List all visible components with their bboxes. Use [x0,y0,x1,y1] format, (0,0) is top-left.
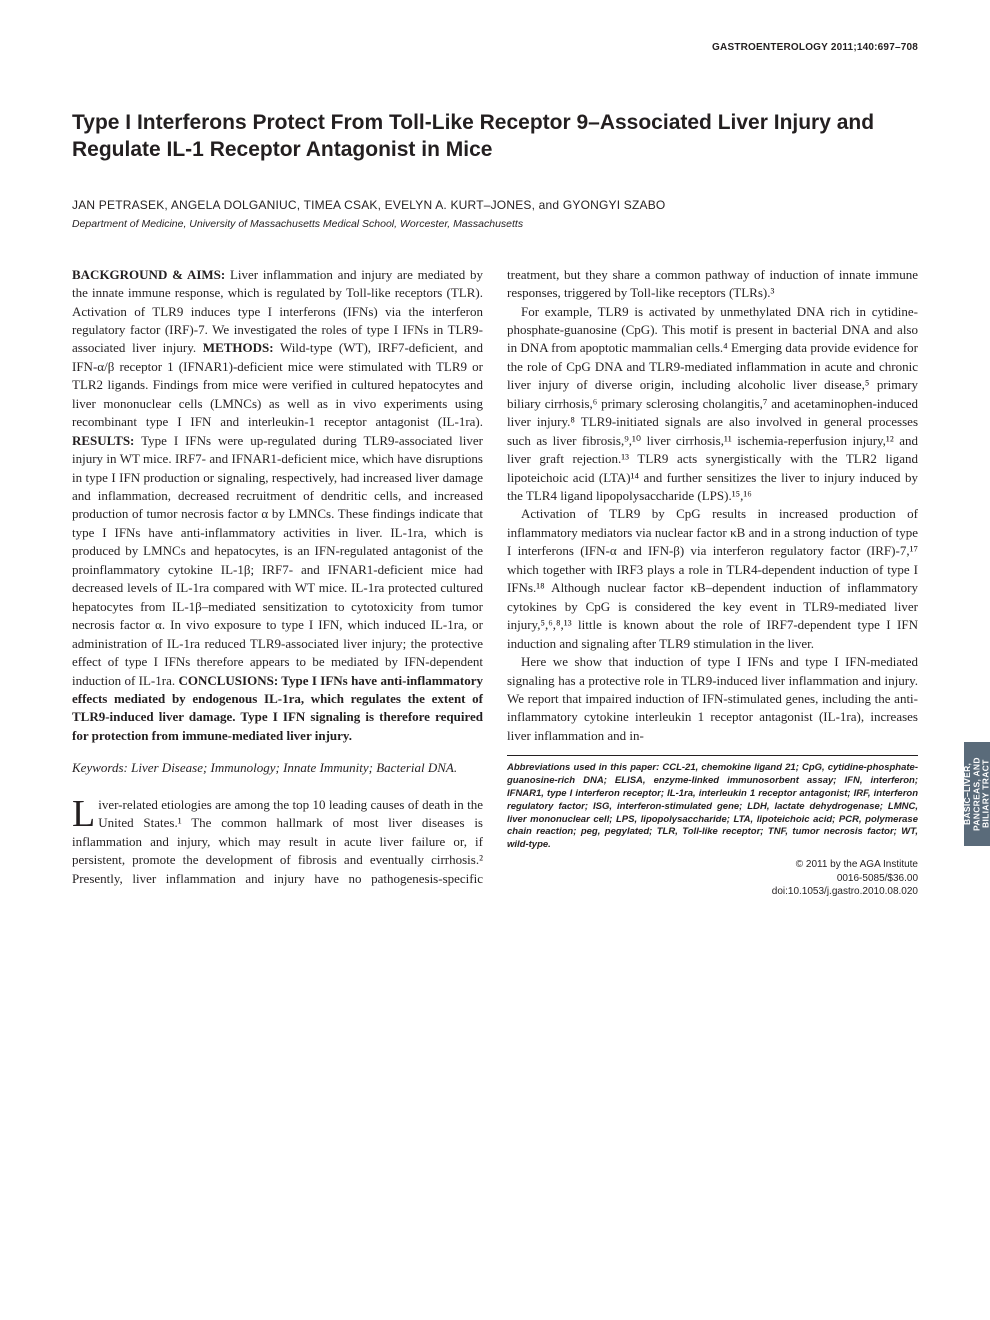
abstract-results-text: Type I IFNs were up-regulated during TLR… [72,433,483,688]
body-paragraph-2: For example, TLR9 is activated by unmeth… [507,303,918,506]
keywords: Keywords: Liver Disease; Immunology; Inn… [72,759,483,777]
article-title: Type I Interferons Protect From Toll-Lik… [72,109,918,164]
abstract-methods-label: METHODS: [203,340,274,355]
abbrev-label: Abbreviations used in this paper: [507,762,659,773]
footnote-rule [507,755,918,756]
copyright-line-2: 0016-5085/$36.00 [507,872,918,886]
two-column-body: BACKGROUND & AIMS: Liver inflammation an… [72,266,918,899]
section-side-tab: BASIC–LIVER, PANCREAS, AND BILIARY TRACT [964,742,990,846]
dropcap-letter: L [72,796,98,830]
body-paragraph-3: Activation of TLR9 by CpG results in inc… [507,505,918,653]
copyright-line-1: © 2011 by the AGA Institute [507,858,918,872]
author-affiliation: Department of Medicine, University of Ma… [72,218,918,230]
abstract-results-label: RESULTS: [72,433,134,448]
copyright-line-3: doi:10.1053/j.gastro.2010.08.020 [507,885,918,899]
abstract: BACKGROUND & AIMS: Liver inflammation an… [72,266,483,746]
keywords-label: Keywords: [72,760,128,775]
abstract-concl-label: CONCLUSIONS: [178,673,278,688]
author-list: JAN PETRASEK, ANGELA DOLGANIUC, TIMEA CS… [72,198,918,212]
body-paragraph-4: Here we show that induction of type I IF… [507,653,918,745]
running-header: GASTROENTEROLOGY 2011;140:697–708 [72,42,918,53]
abbreviations-box: Abbreviations used in this paper: CCL-21… [507,762,918,852]
abstract-bg-label: BACKGROUND & AIMS: [72,267,225,282]
abbrev-text: CCL-21, chemokine ligand 21; CpG, cytidi… [507,762,918,850]
keywords-text: Liver Disease; Immunology; Innate Immuni… [128,760,457,775]
copyright-block: © 2011 by the AGA Institute 0016-5085/$3… [507,858,918,899]
